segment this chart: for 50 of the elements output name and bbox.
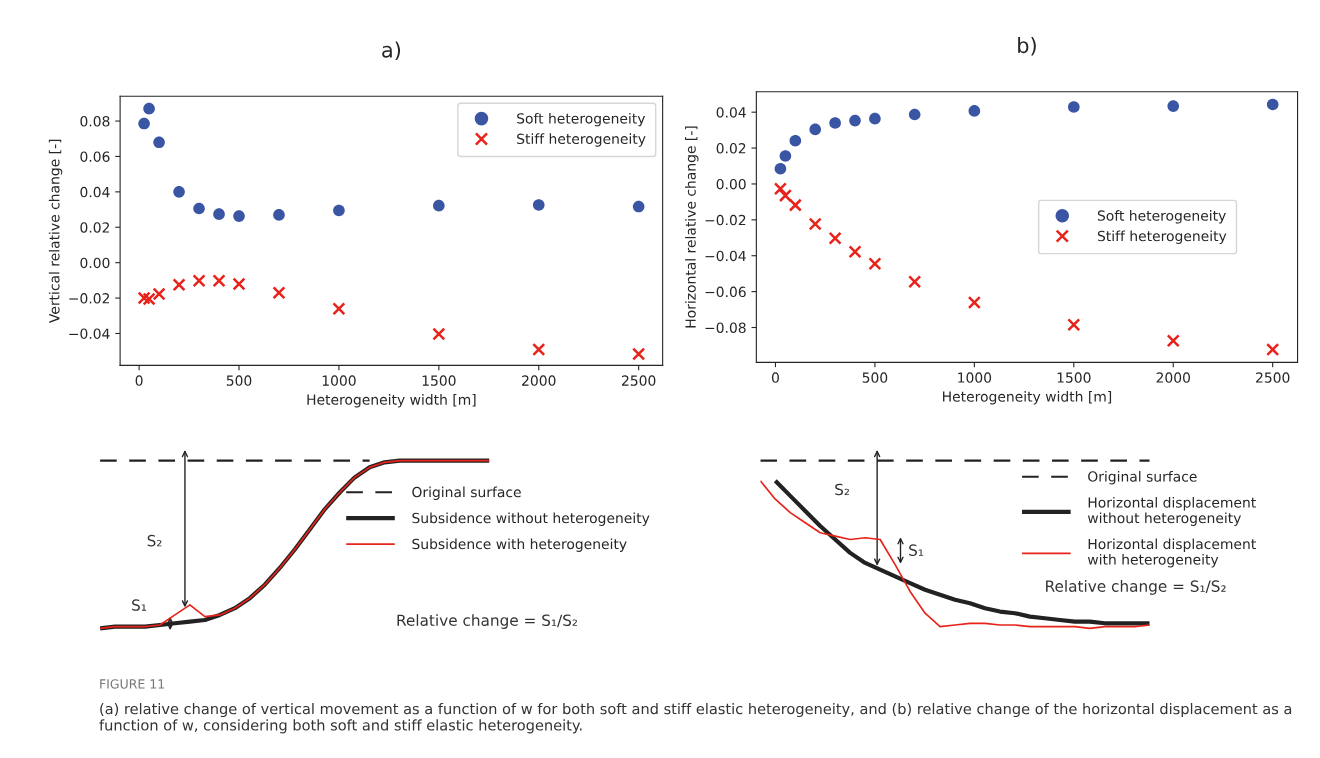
chart-title: a) xyxy=(382,41,401,61)
text: (a) relative change of vertical movement as a function of w for both soft and stiff elastic heterogeneity, and (b) relative change of the horizontal displacement as a function of w, considering both soft and stiff elastic heterogeneity. xyxy=(99,703,1292,734)
y-tick-label: 0.08 xyxy=(80,116,110,127)
x-tick-label: 2000 xyxy=(522,375,556,386)
x-tick-label: 2500 xyxy=(1256,372,1290,383)
y-tick-label: 0.00 xyxy=(80,257,110,269)
legend-label: Horizontal displacement with heterogeneity xyxy=(1087,538,1256,568)
y-tick-label: −0.04 xyxy=(705,250,746,262)
y-tick-label: −0.02 xyxy=(69,293,110,304)
legend-label: Stiff heterogeneity xyxy=(517,133,646,147)
x-tick-label: 2000 xyxy=(1156,372,1190,383)
y-axis-title: Horizontal relative change [-] xyxy=(685,126,699,328)
y-tick-label: 0.04 xyxy=(716,107,746,118)
y-tick-label: −0.06 xyxy=(705,286,746,298)
annotation: S₂ xyxy=(835,483,850,496)
x-tick-label: 2500 xyxy=(622,375,656,386)
y-tick-label: −0.02 xyxy=(705,214,746,226)
legend-label: Stiff heterogeneity xyxy=(1097,230,1227,244)
x-axis-title: Heterogeneity width [m] xyxy=(943,391,1112,405)
legend-label: Horizontal displacement without heterogeneity xyxy=(1087,496,1256,526)
y-tick-label: 0.04 xyxy=(80,186,110,198)
x-tick-label: 0 xyxy=(771,372,779,383)
y-tick-label: 0.02 xyxy=(80,222,110,233)
legend-label: Soft heterogeneity xyxy=(1097,210,1226,224)
y-tick-label: −0.04 xyxy=(69,328,110,339)
y-axis-title: Vertical relative change [-] xyxy=(48,139,63,323)
chart-title: b) xyxy=(1018,37,1036,56)
y-tick-label: −0.08 xyxy=(705,322,746,333)
x-tick-label: 1000 xyxy=(322,375,356,386)
x-tick-label: 500 xyxy=(862,372,888,383)
y-tick-label: 0.06 xyxy=(80,151,110,162)
x-tick-label: 1500 xyxy=(422,375,456,386)
annotation: S₁ xyxy=(132,599,147,611)
y-tick-label: 0.00 xyxy=(716,178,746,190)
legend-label: Subsidence without heterogeneity xyxy=(412,512,650,526)
legend-label: Original surface xyxy=(412,486,521,501)
legend-label: Soft heterogeneity xyxy=(517,112,646,127)
caption: FIGURE 11 xyxy=(100,679,165,689)
x-tick-label: 1500 xyxy=(1057,372,1091,383)
x-tick-label: 1000 xyxy=(958,372,992,383)
annotation: S₂ xyxy=(147,534,162,547)
annotation: Relative change = S₁/S₂ xyxy=(1046,580,1226,595)
x-axis-title: Heterogeneity width [m] xyxy=(307,394,476,408)
x-tick-label: 0 xyxy=(135,375,143,386)
legend-label: Subsidence with heterogeneity xyxy=(412,538,627,552)
y-tick-label: 0.02 xyxy=(716,143,746,154)
legend-label: Original surface xyxy=(1088,471,1197,485)
annotation: Relative change = S₁/S₂ xyxy=(397,614,578,629)
annotation: S₁ xyxy=(909,544,924,556)
x-tick-label: 500 xyxy=(226,375,252,386)
